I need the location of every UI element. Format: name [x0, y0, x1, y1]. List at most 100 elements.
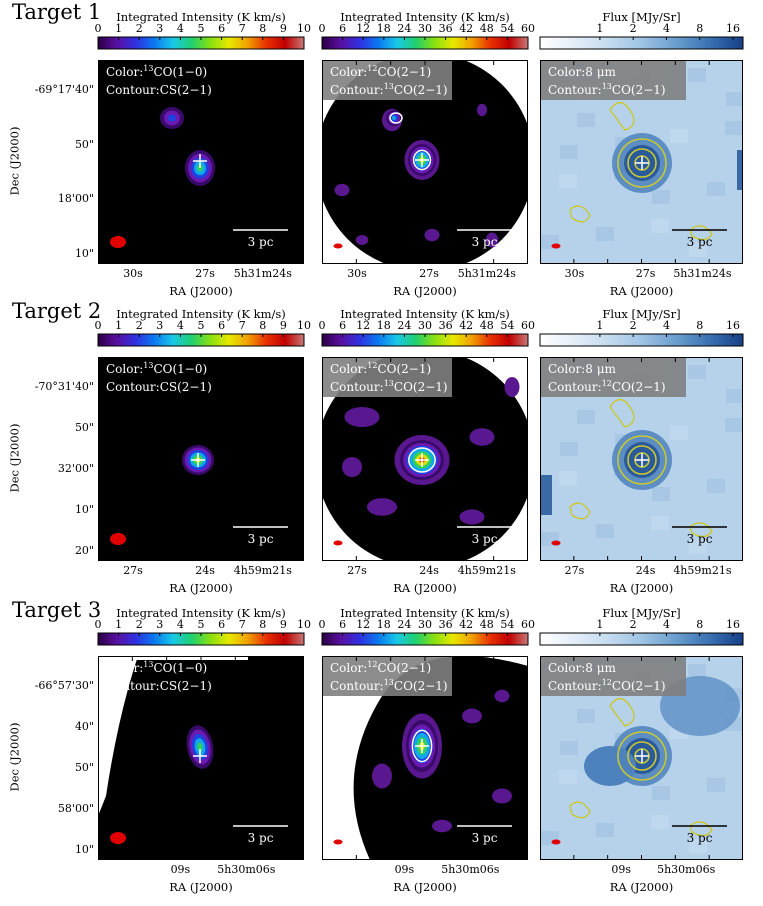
colorbar-tick-label: 1 — [115, 618, 122, 631]
color-annotation: Color:8 μm — [548, 65, 616, 79]
colorbar-tick-label: 4 — [177, 22, 184, 35]
colorbar-tick-label: 2 — [630, 618, 637, 631]
colorbar-tick-label: 60 — [521, 618, 535, 631]
colorbar-12co: Integrated Intensity (K km/s) 0 6 12 18 24 30 3… — [319, 10, 535, 50]
ra-tick-label: 5h31m24s — [233, 267, 292, 280]
colorbar-tick-label: 18 — [377, 22, 391, 35]
ra-tick-label: 27s — [347, 564, 367, 577]
contour-annotation: Contour:CS(2−1) — [106, 679, 212, 693]
scale-bar-label: 3 pc — [248, 235, 274, 249]
color-annotation: Color:12CO(2−1) — [330, 660, 431, 675]
ra-tick-label: 09s — [394, 863, 415, 876]
contour-annotation: Contour:13CO(2−1) — [330, 82, 448, 97]
panel-13co-target-2: Color:13CO(1−0) Contour:CS(2−1) 3 pc — [98, 357, 304, 561]
panel-13co-target-3: Color:13CO(1−0) Contour:CS(2−1) 3 pc — [98, 656, 304, 860]
dec-axis-label: Dec (J2000) — [7, 722, 22, 792]
colorbar-tick-label: 0 — [319, 22, 326, 35]
colorbar-tick-label: 1 — [115, 22, 122, 35]
panel-12co-target-3: Color:12CO(2−1) Contour:13CO(2−1) 3 pc — [322, 656, 528, 860]
colorbar-gradient: 0 1 2 3 4 5 6 7 8 9 10 — [95, 22, 311, 50]
map-image: Color:12CO(2−1) Contour:13CO(2−1) 3 pc — [322, 60, 528, 264]
colorbar-tick-label: 5 — [198, 22, 205, 35]
panel-12co-target-1: Color:12CO(2−1) Contour:13CO(2−1) 3 pc — [322, 60, 528, 264]
ra-axis-label: RA (J2000) — [393, 880, 457, 894]
colorbar-tick-label: 42 — [459, 618, 473, 631]
dec-axis-label: Dec (J2000) — [7, 126, 22, 196]
ra-tick-label: 30s — [564, 267, 585, 280]
dec-tick-label: 50" — [74, 761, 94, 774]
colorbar-tick-label: 30 — [418, 22, 432, 35]
target-title: Target 3 — [12, 598, 102, 622]
ra-tick-label: 30s — [123, 267, 143, 280]
panel-13co-target-1: Color:13CO(1−0) Contour:CS(2−1) 3 pc — [98, 60, 304, 264]
dec-tick-label: -70°31'40" — [34, 380, 94, 393]
colorbar-tick-label: 24 — [397, 22, 411, 35]
colorbar-label: Integrated Intensity (K km/s) — [340, 10, 510, 24]
colorbar-12co: Integrated Intensity (K km/s) 0 6 12 18 24 30 3… — [319, 307, 535, 347]
ra-tick-label: 5h31m24s — [673, 267, 732, 280]
dec-tick-label: 20" — [74, 544, 94, 557]
color-annotation: Color:13CO(1−0) — [106, 660, 207, 675]
colorbar-13co: Integrated Intensity (K km/s) 0 1 2 3 4 5 6 7 8 9 1… — [95, 10, 311, 50]
scale-bar-label: 3 pc — [687, 532, 713, 546]
colorbar-tick-label: 48 — [480, 618, 494, 631]
colorbar-tick-label: 12 — [356, 22, 370, 35]
ra-tick-label: 4h59m21s — [457, 564, 516, 577]
colorbar-tick-label: 10 — [297, 22, 311, 35]
colorbar-tick-label: 48 — [480, 22, 494, 35]
colorbar-tick-label: 0 — [319, 319, 326, 332]
colorbar-tick-label: 16 — [726, 618, 740, 631]
colorbar-tick-label: 16 — [726, 319, 740, 332]
ra-tick-label: 24s — [195, 564, 215, 577]
scale-bar-label: 3 pc — [248, 831, 274, 845]
row-target-2: Target 2 Integrated Intensity (K km/s) 0 1 2… — [0, 297, 763, 595]
panel-8um-target-3: Color:8 μm Contour:12CO(2−1) 3 pc — [540, 656, 743, 860]
scale-bar-label: 3 pc — [248, 532, 274, 546]
target-title: Target 2 — [12, 299, 102, 323]
row-target-3: Target 3 Integrated Intensity (K km/s) 0 1 2… — [0, 596, 763, 894]
ra-tick-label: 09s — [170, 863, 191, 876]
map-image: Color:13CO(1−0) Contour:CS(2−1) 3 pc — [98, 60, 304, 264]
ra-axis-label: RA (J2000) — [169, 880, 233, 894]
dec-axis-label: Dec (J2000) — [7, 423, 22, 493]
colorbar-tick-label: 1 — [115, 319, 122, 332]
colorbar-tick-label: 12 — [356, 319, 370, 332]
colorbar-8um: Flux [MJy/Sr] 1 2 4 8 16 — [539, 307, 744, 347]
colorbar-tick-label: 24 — [397, 618, 411, 631]
scale-bar-label: 3 pc — [687, 831, 713, 845]
color-annotation: Color:13CO(1−0) — [106, 64, 207, 79]
dec-tick-label: 10" — [74, 247, 94, 260]
colorbar-12co: Integrated Intensity (K km/s) 0 6 12 18 24 30 3… — [319, 606, 535, 646]
ra-axis-label: RA (J2000) — [169, 581, 233, 595]
scale-bar-label: 3 pc — [472, 235, 498, 249]
colorbar-gradient: 0 6 12 18 24 30 36 42 48 54 60 — [319, 319, 535, 347]
dec-tick-label: 10" — [74, 503, 94, 516]
colorbar-gradient: 1 2 4 8 16 — [539, 618, 744, 646]
ra-tick-label: 27s — [195, 267, 215, 280]
ra-tick-label: 24s — [419, 564, 439, 577]
colorbar-gradient: 0 6 12 18 24 30 36 42 48 54 60 — [319, 22, 535, 50]
colorbar-tick-label: 4 — [663, 618, 670, 631]
ra-tick-label: 5h30m06s — [217, 863, 276, 876]
ra-axis-label: RA (J2000) — [169, 284, 233, 298]
colorbar-tick-label: 16 — [726, 22, 740, 35]
colorbar-gradient: 1 2 4 8 16 — [539, 22, 744, 50]
contour-annotation: Contour:13CO(2−1) — [548, 82, 666, 97]
colorbar-tick-label: 8 — [259, 618, 266, 631]
dec-tick-label: 40" — [74, 720, 94, 733]
colorbar-tick-label: 10 — [297, 319, 311, 332]
contour-annotation: Contour:13CO(2−1) — [330, 379, 448, 394]
colorbar-gradient: 0 6 12 18 24 30 36 42 48 54 60 — [319, 618, 535, 646]
colorbar-tick-label: 1 — [596, 319, 603, 332]
colorbar-tick-label: 1 — [596, 618, 603, 631]
colorbar-tick-label: 6 — [218, 618, 225, 631]
map-image: Color:8 μm Contour:12CO(2−1) 3 pc — [540, 656, 743, 860]
colorbar-tick-label: 6 — [218, 22, 225, 35]
colorbar-tick-label: 10 — [297, 618, 311, 631]
color-annotation: Color:12CO(2−1) — [330, 64, 431, 79]
colorbar-label: Integrated Intensity (K km/s) — [116, 307, 286, 321]
dec-tick-label: 58'00" — [57, 802, 94, 815]
panel-8um-target-2: Color:8 μm Contour:12CO(2−1) 3 pc — [540, 357, 743, 561]
colorbar-tick-label: 60 — [521, 319, 535, 332]
colorbar-tick-label: 2 — [136, 618, 143, 631]
